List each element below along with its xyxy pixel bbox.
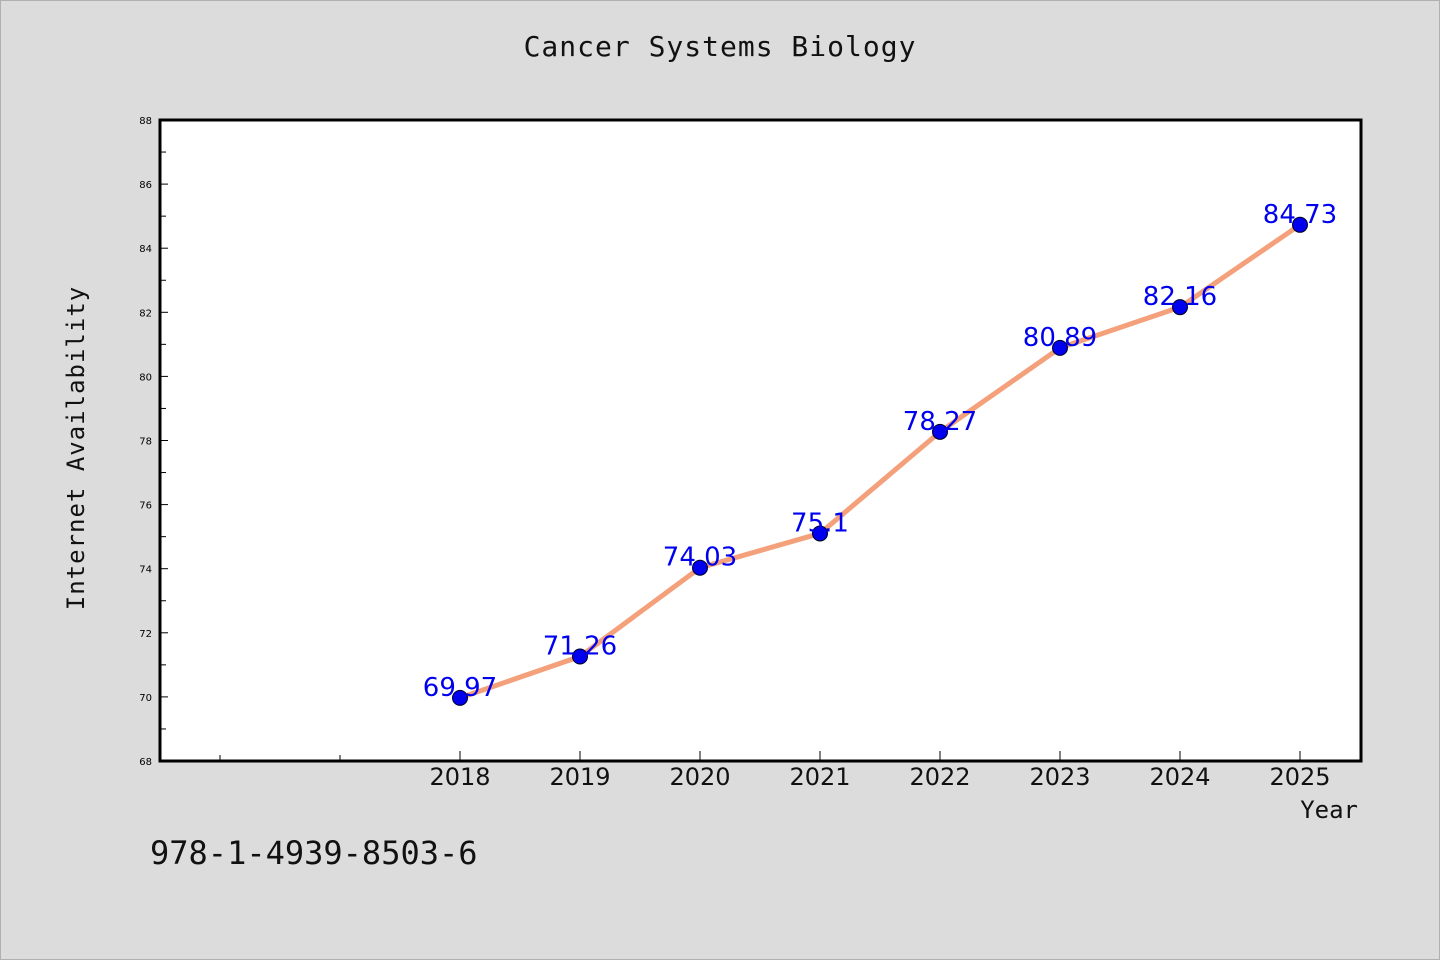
data-point xyxy=(1292,216,1308,233)
x-tick-label: 2021 xyxy=(789,763,850,791)
data-point xyxy=(812,525,828,542)
data-point xyxy=(1172,299,1188,316)
y-tick-label: 78 xyxy=(139,437,152,448)
data-point xyxy=(692,559,708,576)
x-tick-label: 2024 xyxy=(1149,763,1210,791)
y-tick-label: 76 xyxy=(139,501,152,512)
y-tick-label: 84 xyxy=(139,244,152,255)
x-axis: 2018 2019 2020 2021 2022 2023 2024 2025 xyxy=(219,751,1331,791)
data-label: 71.26 xyxy=(543,632,617,662)
data-point xyxy=(572,648,588,665)
x-tick-label: 2020 xyxy=(669,763,730,791)
y-tick-label: 86 xyxy=(139,180,152,191)
data-label: 74.03 xyxy=(663,543,737,573)
x-tick-label: 2019 xyxy=(549,763,610,791)
y-tick-label: 74 xyxy=(139,565,152,576)
x-tick-label: 2025 xyxy=(1269,763,1330,791)
x-axis-label: Year xyxy=(1300,796,1358,824)
series-line xyxy=(457,222,1303,701)
y-tick-label: 68 xyxy=(139,757,152,768)
y-axis: 68 70 72 74 76 78 80 82 84 86 88 xyxy=(139,116,168,768)
data-label: 75.1 xyxy=(791,508,849,538)
x-tick-label: 2023 xyxy=(1029,763,1090,791)
data-point xyxy=(932,423,948,440)
data-label: 69.97 xyxy=(423,673,497,703)
y-tick-label: 80 xyxy=(139,372,152,383)
data-label: 78.27 xyxy=(903,407,977,437)
plot-area xyxy=(158,118,1363,763)
y-tick-label: 82 xyxy=(139,308,152,319)
data-point xyxy=(1052,339,1068,356)
y-tick-label: 70 xyxy=(139,693,152,704)
data-label: 82.16 xyxy=(1143,282,1217,312)
data-point xyxy=(452,689,468,706)
data-label: 80.89 xyxy=(1023,323,1097,353)
chart-title: Cancer Systems Biology xyxy=(523,30,917,63)
data-label: 84.73 xyxy=(1263,200,1337,230)
data-labels: 69.97 71.26 74.03 75.1 78.27 80.89 82.16 84.73 xyxy=(423,200,1337,703)
x-tick-label: 2022 xyxy=(909,763,970,791)
series-line-group xyxy=(452,216,1308,706)
isbn-note: 978-1-4939-8503-6 xyxy=(150,834,478,872)
x-tick-label: 2018 xyxy=(429,763,490,791)
y-tick-label: 72 xyxy=(139,629,152,640)
y-tick-label: 88 xyxy=(139,116,152,127)
